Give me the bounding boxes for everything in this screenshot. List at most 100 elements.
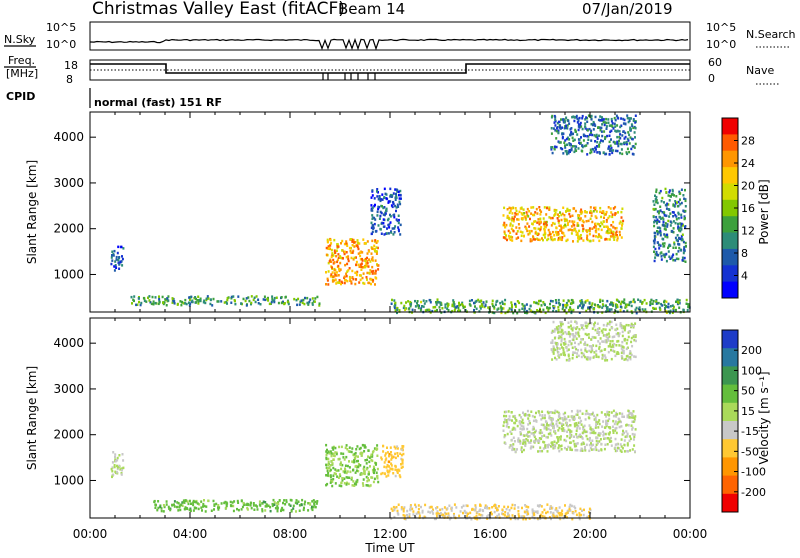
scatter-cell xyxy=(596,222,599,226)
scatter-cell xyxy=(613,342,616,346)
scatter-cell xyxy=(453,503,456,506)
ytick-label: 2000 xyxy=(53,222,84,236)
scatter-cell xyxy=(547,411,550,415)
scatter-cell xyxy=(510,308,513,311)
scatter-cell xyxy=(532,425,535,429)
scatter-cell xyxy=(403,514,406,518)
scatter-cell xyxy=(362,484,365,487)
scatter-cell xyxy=(511,428,514,431)
scatter-cell xyxy=(653,237,656,240)
scatter-cell xyxy=(510,444,513,447)
scatter-cell xyxy=(298,509,301,512)
scatter-cell xyxy=(343,242,346,246)
scatter-cell xyxy=(678,299,681,302)
scatter-cell xyxy=(580,419,583,423)
scatter-cell xyxy=(340,481,343,485)
scatter-cell xyxy=(579,141,582,145)
scatter-cell xyxy=(590,131,592,134)
scatter-cell xyxy=(499,301,502,305)
scatter-cell xyxy=(397,226,400,229)
scatter-cell xyxy=(357,463,360,466)
scatter-cell xyxy=(332,279,335,283)
scatter-cell xyxy=(330,273,333,276)
scatter-cell xyxy=(394,301,397,305)
scatter-cell xyxy=(555,137,558,140)
scatter-cell xyxy=(614,129,617,133)
scatter-cell xyxy=(336,258,339,262)
scatter-cell xyxy=(619,322,622,325)
scatter-cell xyxy=(663,242,666,245)
scatter-cell xyxy=(114,264,117,267)
scatter-cell xyxy=(372,269,375,273)
scatter-cell xyxy=(373,447,376,450)
scatter-cell xyxy=(577,342,580,346)
scatter-cell xyxy=(375,463,377,466)
scatter-cell xyxy=(573,415,576,419)
scatter-cell xyxy=(470,518,473,521)
scatter-cell xyxy=(655,253,658,256)
scatter-cell xyxy=(329,258,332,262)
scatter-cell xyxy=(598,234,601,237)
scatter-cell xyxy=(511,236,514,239)
scatter-cell xyxy=(529,239,532,243)
scatter-cell xyxy=(374,269,377,273)
scatter-cell xyxy=(133,299,135,303)
scatter-cell xyxy=(373,477,376,481)
scatter-cell xyxy=(538,413,541,417)
scatter-cell xyxy=(587,356,590,359)
scatter-cell xyxy=(584,324,587,328)
scatter-cell xyxy=(581,210,584,214)
scatter-cell xyxy=(626,354,629,358)
scatter-cell xyxy=(497,513,500,516)
scatter-cell xyxy=(531,515,534,519)
scatter-cell xyxy=(543,225,546,228)
scatter-cell xyxy=(549,432,552,435)
scatter-cell xyxy=(550,236,553,239)
scatter-cell xyxy=(522,442,524,445)
scatter-cell xyxy=(284,295,287,299)
velocity-scatter xyxy=(110,320,637,521)
scatter-cell xyxy=(574,341,576,345)
scatter-cell xyxy=(641,308,644,311)
scatter-cell xyxy=(117,245,120,249)
scatter-cell xyxy=(590,338,593,341)
scatter-cell xyxy=(355,464,358,468)
scatter-cell xyxy=(578,513,581,517)
scatter-cell xyxy=(557,306,560,309)
scatter-cell xyxy=(376,240,379,243)
scatter-cell xyxy=(204,301,207,305)
scatter-cell xyxy=(579,433,582,436)
scatter-cell xyxy=(584,418,587,421)
scatter-cell xyxy=(199,299,202,302)
scatter-cell xyxy=(396,307,399,310)
scatter-cell xyxy=(181,504,184,507)
scatter-cell xyxy=(595,353,598,356)
scatter-cell xyxy=(534,211,537,214)
scatter-cell xyxy=(623,142,626,146)
scatter-cell xyxy=(588,424,591,427)
scatter-cell xyxy=(523,438,526,442)
scatter-cell xyxy=(179,300,182,303)
scatter-cell xyxy=(157,302,160,306)
scatter-cell xyxy=(622,117,625,121)
scatter-cell xyxy=(552,444,555,448)
scatter-cell xyxy=(590,214,593,217)
scatter-cell xyxy=(523,515,526,518)
scatter-cell xyxy=(384,212,387,215)
scatter-cell xyxy=(189,296,192,299)
scatter-cell xyxy=(400,453,403,457)
scatter-cell xyxy=(634,142,637,146)
scatter-cell xyxy=(655,250,658,254)
scatter-cell xyxy=(453,309,456,312)
scatter-cell xyxy=(331,252,334,255)
scatter-cell xyxy=(249,504,252,507)
scatter-cell xyxy=(486,517,489,520)
scatter-cell xyxy=(573,138,576,142)
scatter-cell xyxy=(247,503,249,507)
scatter-cell xyxy=(330,242,333,245)
scatter-cell xyxy=(441,514,444,518)
scatter-cell xyxy=(663,245,666,248)
scatter-cell xyxy=(566,303,569,307)
scatter-cell xyxy=(567,119,570,123)
scatter-cell xyxy=(650,298,653,302)
